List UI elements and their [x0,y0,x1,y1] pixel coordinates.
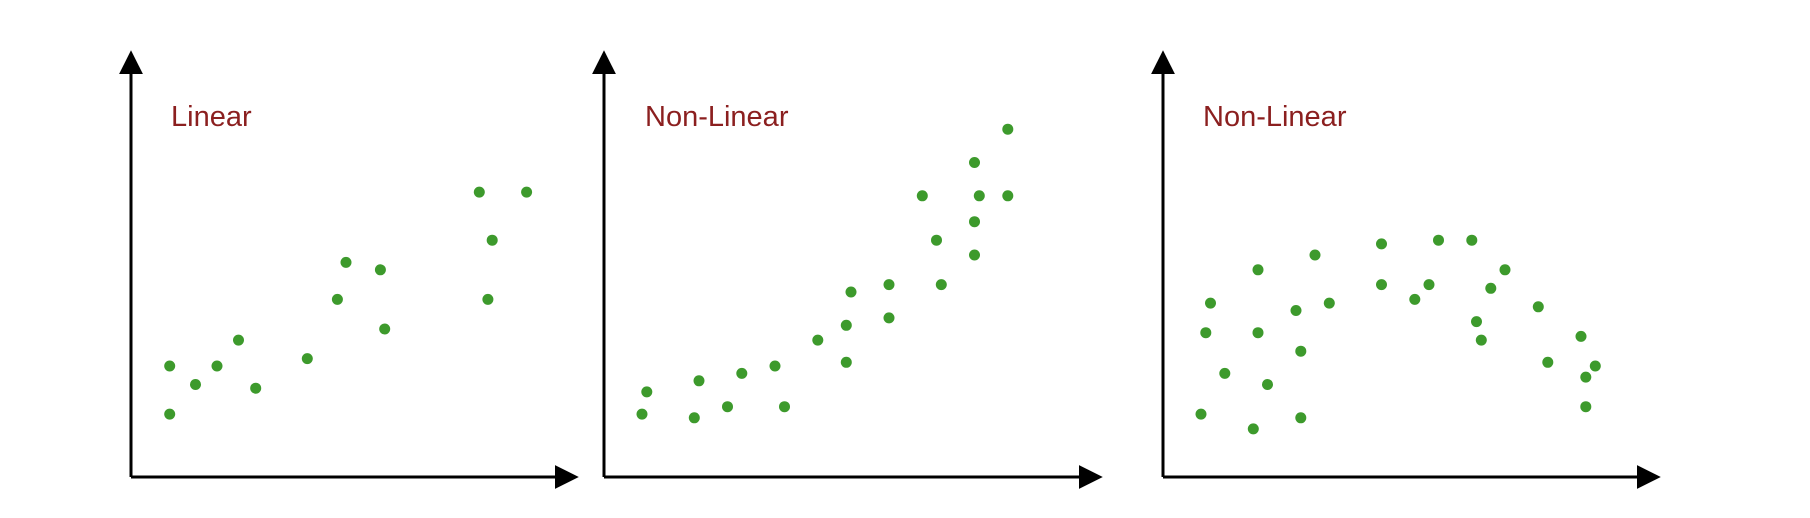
scatter-point [840,319,852,331]
scatter-point [1471,316,1482,328]
scatter-point [1295,345,1307,357]
scatter-point [1475,334,1487,346]
scatter-point [190,379,201,390]
scatter-point [1002,190,1014,202]
scatter-point [1252,264,1264,276]
scatter-point [486,234,498,246]
scatter-point [379,323,391,335]
panel-title: Non-Linear [645,101,789,133]
scatter-point [973,190,985,202]
scatter-point [521,186,533,198]
data-points [1195,234,1601,435]
scatter-point [340,256,352,268]
data-points [636,123,1014,424]
scatter-point [1433,234,1444,246]
scatter-point [1589,360,1601,372]
scatter-point [969,249,980,261]
scatter-point [1580,371,1592,383]
scatter-point [1323,297,1335,309]
scatter-point [1575,330,1587,342]
scatter-point [482,293,494,305]
scatter-point [688,412,700,424]
scatter-point [1252,327,1264,339]
scatter-point [250,382,262,394]
scatter-point [211,360,223,372]
panel-title: Linear [171,101,252,133]
scatter-point [1262,379,1273,390]
scatter-point [1002,123,1014,135]
scatter-point [1219,367,1231,379]
scatter-point [641,386,653,398]
scatter-point [736,367,748,379]
panel-linear: Linear [119,50,579,489]
scatter-point [969,216,980,228]
scatter-point [916,190,928,202]
scatter-point [1485,282,1497,294]
scatter-point [1532,301,1544,313]
scatter-point [935,279,947,291]
scatter-point [969,157,980,168]
panel-nonlinear-exponential: Non-Linear [592,50,1103,489]
scatter-point [233,334,244,346]
scatter-point [374,264,386,276]
scatter-point [1542,356,1554,368]
scatter-point [1247,423,1259,435]
scatter-point [722,401,733,413]
scatter-point [164,408,176,420]
scatter-point [1423,279,1435,291]
scatter-point [779,401,790,413]
scatter-point [845,286,857,298]
scatter-point [301,353,313,365]
data-points [164,186,533,420]
scatter-point [931,234,942,246]
scatter-point [1205,297,1216,309]
scatter-point [1409,293,1421,305]
scatter-point [812,334,824,346]
scatter-point [1376,279,1387,291]
scatter-point [331,293,343,305]
scatter-point [693,375,705,387]
scatter-point [883,279,895,291]
panel-title: Non-Linear [1203,101,1347,133]
scatter-point [769,360,781,372]
scatter-point [1290,305,1302,316]
scatter-point [1376,238,1387,250]
scatter-point [1295,412,1307,424]
scatter-point [840,356,852,368]
scatter-point [473,186,485,198]
scatter-point [1580,401,1592,413]
scatter-point [1200,327,1212,339]
scatter-point [1195,408,1207,420]
panel-nonlinear-parabolic: Non-Linear [1151,50,1661,489]
scatter-point [636,408,648,420]
scatter-point [1309,249,1321,261]
scatter-point [883,312,895,324]
scatter-point [1499,264,1511,276]
scatter-point [1466,234,1478,246]
scatter-point [164,360,176,372]
